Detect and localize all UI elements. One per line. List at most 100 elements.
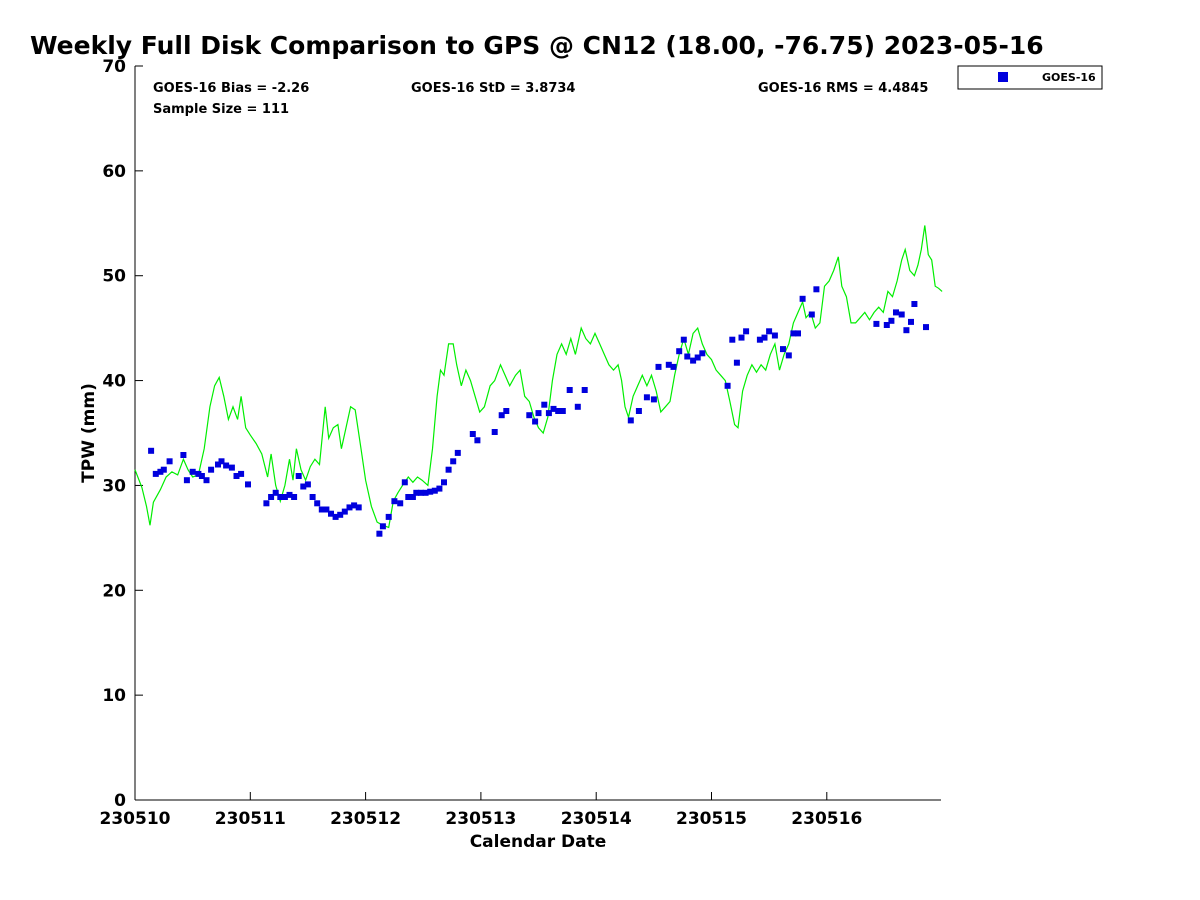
goes16-point [208, 466, 215, 473]
goes16-point [195, 470, 202, 477]
y-tick-label: 50 [102, 267, 126, 287]
x-tick-label: 230510 [100, 809, 171, 829]
goes16-point [650, 396, 657, 403]
goes16-point [680, 336, 687, 343]
goes16-point [581, 387, 588, 393]
goes16-point [813, 286, 820, 293]
y-tick-label: 10 [102, 686, 126, 706]
goes16-point [203, 477, 210, 484]
goes16-point [655, 363, 662, 370]
goes16-point [304, 481, 311, 488]
goes16-point [771, 332, 778, 339]
x-tick-label: 230512 [330, 809, 401, 829]
goes16-point [152, 470, 159, 477]
goes16-point [454, 449, 461, 456]
goes16-point [670, 363, 677, 370]
goes16-point [888, 317, 895, 324]
series-layer [134, 225, 943, 537]
goes16-point [790, 330, 797, 337]
goes16-point [676, 348, 683, 355]
goes16-point [245, 481, 251, 488]
goes16-point [314, 500, 321, 507]
goes16-point [263, 500, 270, 507]
goes16-point [445, 466, 452, 473]
goes16-point [756, 336, 763, 343]
goes16-point [550, 405, 557, 412]
goes16-point [376, 530, 383, 537]
goes16-point [559, 408, 566, 414]
goes16-point [738, 334, 745, 341]
goes16-point [355, 504, 362, 511]
goes16-point [883, 322, 890, 328]
goes16-point [690, 357, 697, 364]
goes16-point [665, 361, 672, 368]
goes16-point [450, 458, 457, 465]
stat-std: GOES-16 StD = 3.8734 [411, 81, 575, 96]
goes16-point [160, 466, 167, 473]
goes16-point [228, 464, 235, 471]
goes16-point [409, 494, 416, 500]
goes16-point [391, 498, 398, 505]
goes16-point [233, 473, 240, 479]
x-ticks: 230510 230511 230512 230513 230514 230515 2305… [100, 792, 862, 829]
y-tick-label: 0 [114, 791, 126, 811]
goes16-point [799, 295, 806, 302]
goes16-point [893, 309, 899, 316]
y-tick-label: 70 [102, 57, 126, 77]
goes16-point [795, 330, 801, 337]
goes16-point [351, 502, 358, 509]
goes16-point [198, 473, 205, 479]
goes16-point [873, 320, 880, 327]
legend: GOES-16 [957, 65, 1103, 90]
goes16-point [238, 470, 245, 477]
goes16-point [545, 410, 552, 417]
goes16-point [417, 489, 424, 496]
goes16-point [346, 504, 353, 511]
stat-bias: GOES-16 Bias = -2.26 [153, 81, 309, 96]
goes16-point [785, 352, 792, 359]
plot-frame [135, 66, 941, 800]
goes16-point [474, 437, 481, 444]
goes16-point [332, 513, 339, 520]
goes16-point [729, 336, 736, 343]
goes16-point [694, 354, 701, 361]
goes16-point [300, 483, 307, 490]
goes16-point [295, 473, 302, 479]
goes16-point [766, 328, 773, 335]
goes16-point [535, 410, 542, 417]
goes16-point [908, 318, 914, 325]
goes16-point [286, 491, 293, 498]
goes16-point [166, 458, 173, 465]
goes16-point [469, 431, 476, 437]
goes16-point [699, 350, 706, 357]
goes16-point [733, 359, 740, 366]
goes16-point [281, 494, 288, 500]
goes16-point [923, 324, 929, 331]
goes16-point [272, 489, 279, 496]
legend-label-goes16: GOES-16 [1042, 71, 1096, 84]
y-tick-label: 40 [102, 372, 126, 392]
goes16-point [268, 494, 275, 500]
goes16-point [328, 510, 334, 517]
goes16-point [684, 353, 691, 360]
goes16-point [743, 328, 750, 335]
goes16-point [218, 458, 225, 465]
goes16-point [555, 408, 562, 414]
y-ticks: 0 10 20 30 40 50 60 70 [102, 57, 143, 811]
goes16-point [148, 447, 155, 454]
y-tick-label: 30 [102, 476, 126, 496]
goes16-point [635, 408, 642, 414]
goes16-point [724, 382, 731, 389]
goes16-point [157, 468, 164, 475]
goes16-point [503, 408, 510, 414]
goes16-point [431, 487, 438, 494]
goes16-point [761, 334, 768, 341]
goes16-point [903, 327, 910, 334]
legend-marker [998, 72, 1008, 82]
stat-sample-size: Sample Size = 111 [153, 102, 289, 117]
stat-rms: GOES-16 RMS = 4.4845 [758, 81, 928, 96]
goes16-point [405, 494, 412, 500]
goes16-point [491, 429, 498, 435]
goes16-point [385, 513, 392, 520]
